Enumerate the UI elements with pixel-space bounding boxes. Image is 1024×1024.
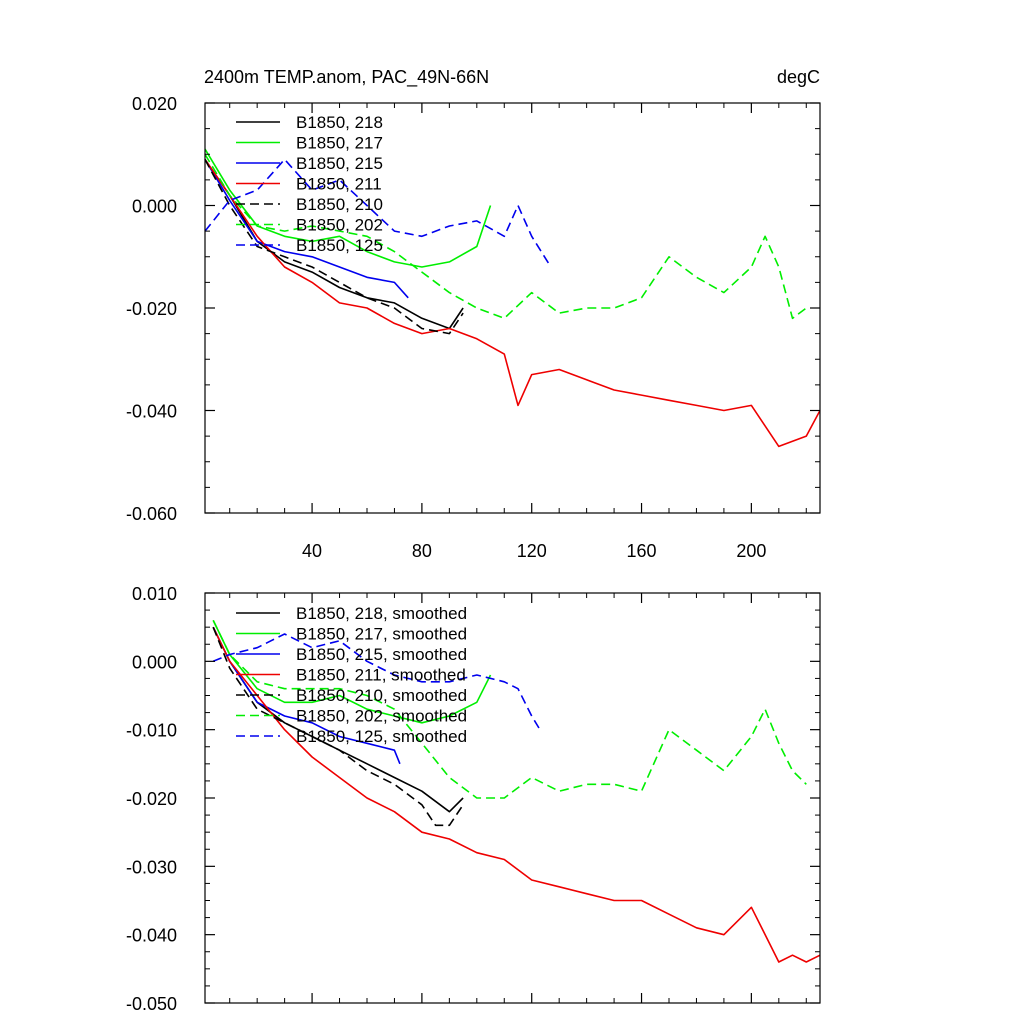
legend-label: B1850, 215, smoothed <box>296 645 467 664</box>
y-tick-label: -0.050 <box>126 994 177 1014</box>
legend-label: B1850, 210 <box>296 195 383 214</box>
legend-label: B1850, 217, smoothed <box>296 625 467 644</box>
chart-title: 2400m TEMP.anom, PAC_49N-66N <box>204 67 489 88</box>
legend-label: B1850, 202 <box>296 216 383 235</box>
bottom-panel: 0.010 0.000 -0.010 -0.020 -0.030 -0.040 -0.050… <box>126 584 821 1014</box>
series-line-7 <box>212 633 541 731</box>
y-tick-label: -0.010 <box>126 721 177 741</box>
y-tick-label: 0.000 <box>132 652 177 672</box>
y-tick-label: -0.040 <box>126 402 177 422</box>
x-tick-label: 40 <box>302 541 322 561</box>
series-line-4 <box>212 626 821 963</box>
y-tick-label: -0.030 <box>126 857 177 877</box>
y-tick-label: -0.060 <box>126 504 177 524</box>
legend-label: B1850, 218, smoothed <box>296 604 467 623</box>
legend-label: B1850, 211, smoothed <box>296 666 466 685</box>
chart-units: degC <box>777 67 820 87</box>
y-tick-label: 0.010 <box>132 584 177 604</box>
y-tick-label: 0.000 <box>132 197 177 217</box>
legend-label: B1850, 217 <box>296 134 383 153</box>
series-line-4 <box>204 158 821 448</box>
x-tick-label: 120 <box>517 541 547 561</box>
series-line-6 <box>204 153 807 320</box>
legend-label: B1850, 210, smoothed <box>296 686 467 705</box>
series-line-5 <box>212 626 464 827</box>
legend-label: B1850, 215 <box>296 154 383 173</box>
x-tick-label: 200 <box>736 541 766 561</box>
series-line-5 <box>204 159 464 335</box>
series-line-1 <box>204 158 464 330</box>
legend-label: B1850, 125 <box>296 236 383 255</box>
x-tick-label: 160 <box>627 541 657 561</box>
series-line-3 <box>204 158 409 299</box>
y-tick-label: -0.020 <box>126 299 177 319</box>
legend-label: B1850, 211 <box>296 175 382 194</box>
x-tick-label: 80 <box>412 541 432 561</box>
y-tick-label: -0.040 <box>126 926 177 946</box>
top-panel: 0.020 0.000 -0.020 -0.040 -0.060 40 80 120 160 20… <box>126 94 821 561</box>
legend-label: B1850, 202, smoothed <box>296 707 467 726</box>
series-line-2 <box>204 148 492 268</box>
series-line-2 <box>212 619 492 724</box>
legend-label: B1850, 125, smoothed <box>296 727 467 746</box>
y-tick-label: -0.020 <box>126 789 177 809</box>
y-tick-label: 0.020 <box>132 94 177 114</box>
legend-label: B1850, 218 <box>296 113 383 132</box>
series-line-6 <box>212 619 807 799</box>
